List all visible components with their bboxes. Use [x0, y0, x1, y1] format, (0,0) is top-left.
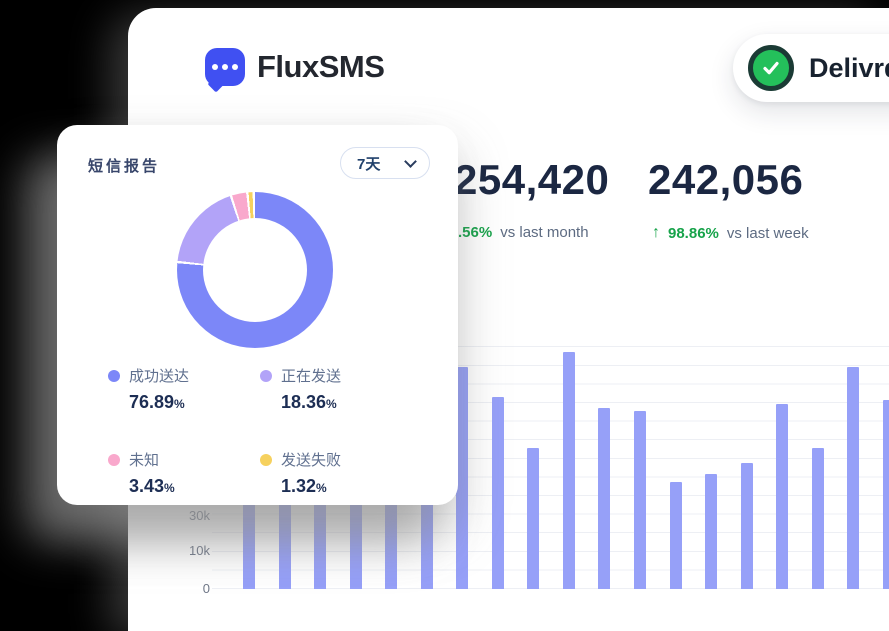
stat-delta: 98.86% [668, 224, 719, 242]
bar [740, 463, 753, 589]
app-logo: FluxSMS [205, 48, 385, 93]
legend-item: 成功送达 76.89% [108, 365, 260, 413]
legend-value: 18.36% [281, 392, 337, 412]
donut-legend: 成功送达 76.89% 正在发送 18.36% 未知 3.43% [108, 365, 341, 497]
delivered-badge: Delivrd [733, 34, 889, 102]
y-tick: 10k [189, 543, 210, 558]
checkmark-icon [763, 61, 779, 75]
badge-label: Delivrd [809, 52, 889, 83]
bar [882, 400, 889, 589]
bar [705, 474, 718, 589]
check-circle-icon [748, 45, 794, 91]
legend-value: 3.43% [129, 476, 175, 496]
date-range-value: 7天 [357, 155, 381, 173]
app-title: FluxSMS [257, 49, 385, 84]
bubble-dot [232, 64, 238, 70]
y-tick: 30k [189, 508, 210, 523]
bubble-dot [212, 64, 218, 70]
bar [527, 448, 540, 589]
legend-dot-delivered [108, 369, 120, 382]
stat-total-week: 242,056 ↑ 98.86% vs last week [648, 156, 809, 242]
legend-value: 76.89% [129, 392, 185, 412]
sms-report-card: 短信报告 7天 成功送达 76.89% 正在发送 18.36% [57, 125, 458, 505]
legend-dot-failed [260, 453, 272, 466]
legend-value: 1.32% [281, 476, 327, 496]
legend-item: 正在发送 18.36% [260, 365, 341, 413]
bar [491, 397, 504, 589]
legend-item: 发送失败 1.32% [260, 449, 341, 497]
bar [598, 408, 611, 589]
donut-hole [203, 218, 307, 322]
stat-subtext: .56% vs last month [454, 224, 609, 241]
donut-chart [177, 192, 333, 348]
legend-label: 正在发送 [281, 368, 342, 385]
chevron-down-icon [404, 154, 417, 168]
stat-total-month: 254,420 .56% vs last month [454, 156, 609, 241]
bar [634, 411, 647, 589]
stat-compare-label: vs last week [726, 224, 809, 242]
arrow-up-icon: ↑ [652, 224, 660, 241]
stat-delta: .56% [458, 224, 493, 241]
dashboard-card: FluxSMS Delivrd 254,420 .56% vs last mon… [128, 8, 889, 631]
stat-value: 254,420 [454, 156, 610, 203]
bar [811, 448, 824, 589]
bar [456, 367, 469, 589]
legend-item: 未知 3.43% [108, 449, 260, 497]
bar [562, 352, 575, 589]
report-title: 短信报告 [88, 158, 161, 175]
bar [669, 482, 682, 589]
legend-dot-sending [260, 369, 272, 382]
stat-compare-label: vs last month [500, 224, 589, 241]
bar [776, 404, 789, 589]
date-range-dropdown[interactable]: 7天 [340, 147, 430, 179]
legend-label: 成功送达 [129, 368, 190, 385]
bubble-dot [222, 64, 228, 70]
legend-label: 发送失败 [281, 452, 342, 469]
stat-value: 242,056 [648, 156, 804, 203]
bubble-tail [207, 75, 225, 93]
bar [847, 367, 860, 589]
legend-label: 未知 [129, 452, 160, 469]
chat-bubble-icon [205, 48, 245, 93]
legend-dot-unknown [108, 453, 120, 466]
stat-subtext: ↑ 98.86% vs last week [648, 224, 809, 242]
y-tick: 0 [202, 581, 210, 596]
